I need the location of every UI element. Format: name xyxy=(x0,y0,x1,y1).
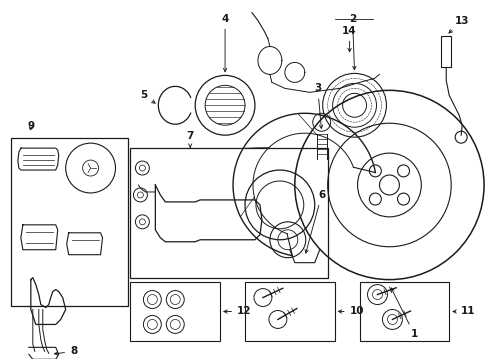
Text: 10: 10 xyxy=(338,306,364,316)
Text: 6: 6 xyxy=(305,190,325,253)
Bar xyxy=(440,36,450,67)
Text: 11: 11 xyxy=(452,306,475,316)
Text: 13: 13 xyxy=(448,15,468,33)
Bar xyxy=(11,138,128,306)
Bar xyxy=(359,282,448,341)
Text: 2: 2 xyxy=(348,14,355,69)
Text: 7: 7 xyxy=(186,131,194,147)
Bar xyxy=(244,282,334,341)
Text: 8: 8 xyxy=(54,346,77,356)
Text: 3: 3 xyxy=(313,84,322,129)
Text: 12: 12 xyxy=(224,306,251,316)
Text: 5: 5 xyxy=(140,90,155,103)
Text: 4: 4 xyxy=(221,14,228,72)
Bar xyxy=(130,148,327,278)
Text: 9: 9 xyxy=(27,121,34,131)
Text: 14: 14 xyxy=(342,26,356,52)
Text: 1: 1 xyxy=(390,288,417,339)
Bar xyxy=(130,282,220,341)
